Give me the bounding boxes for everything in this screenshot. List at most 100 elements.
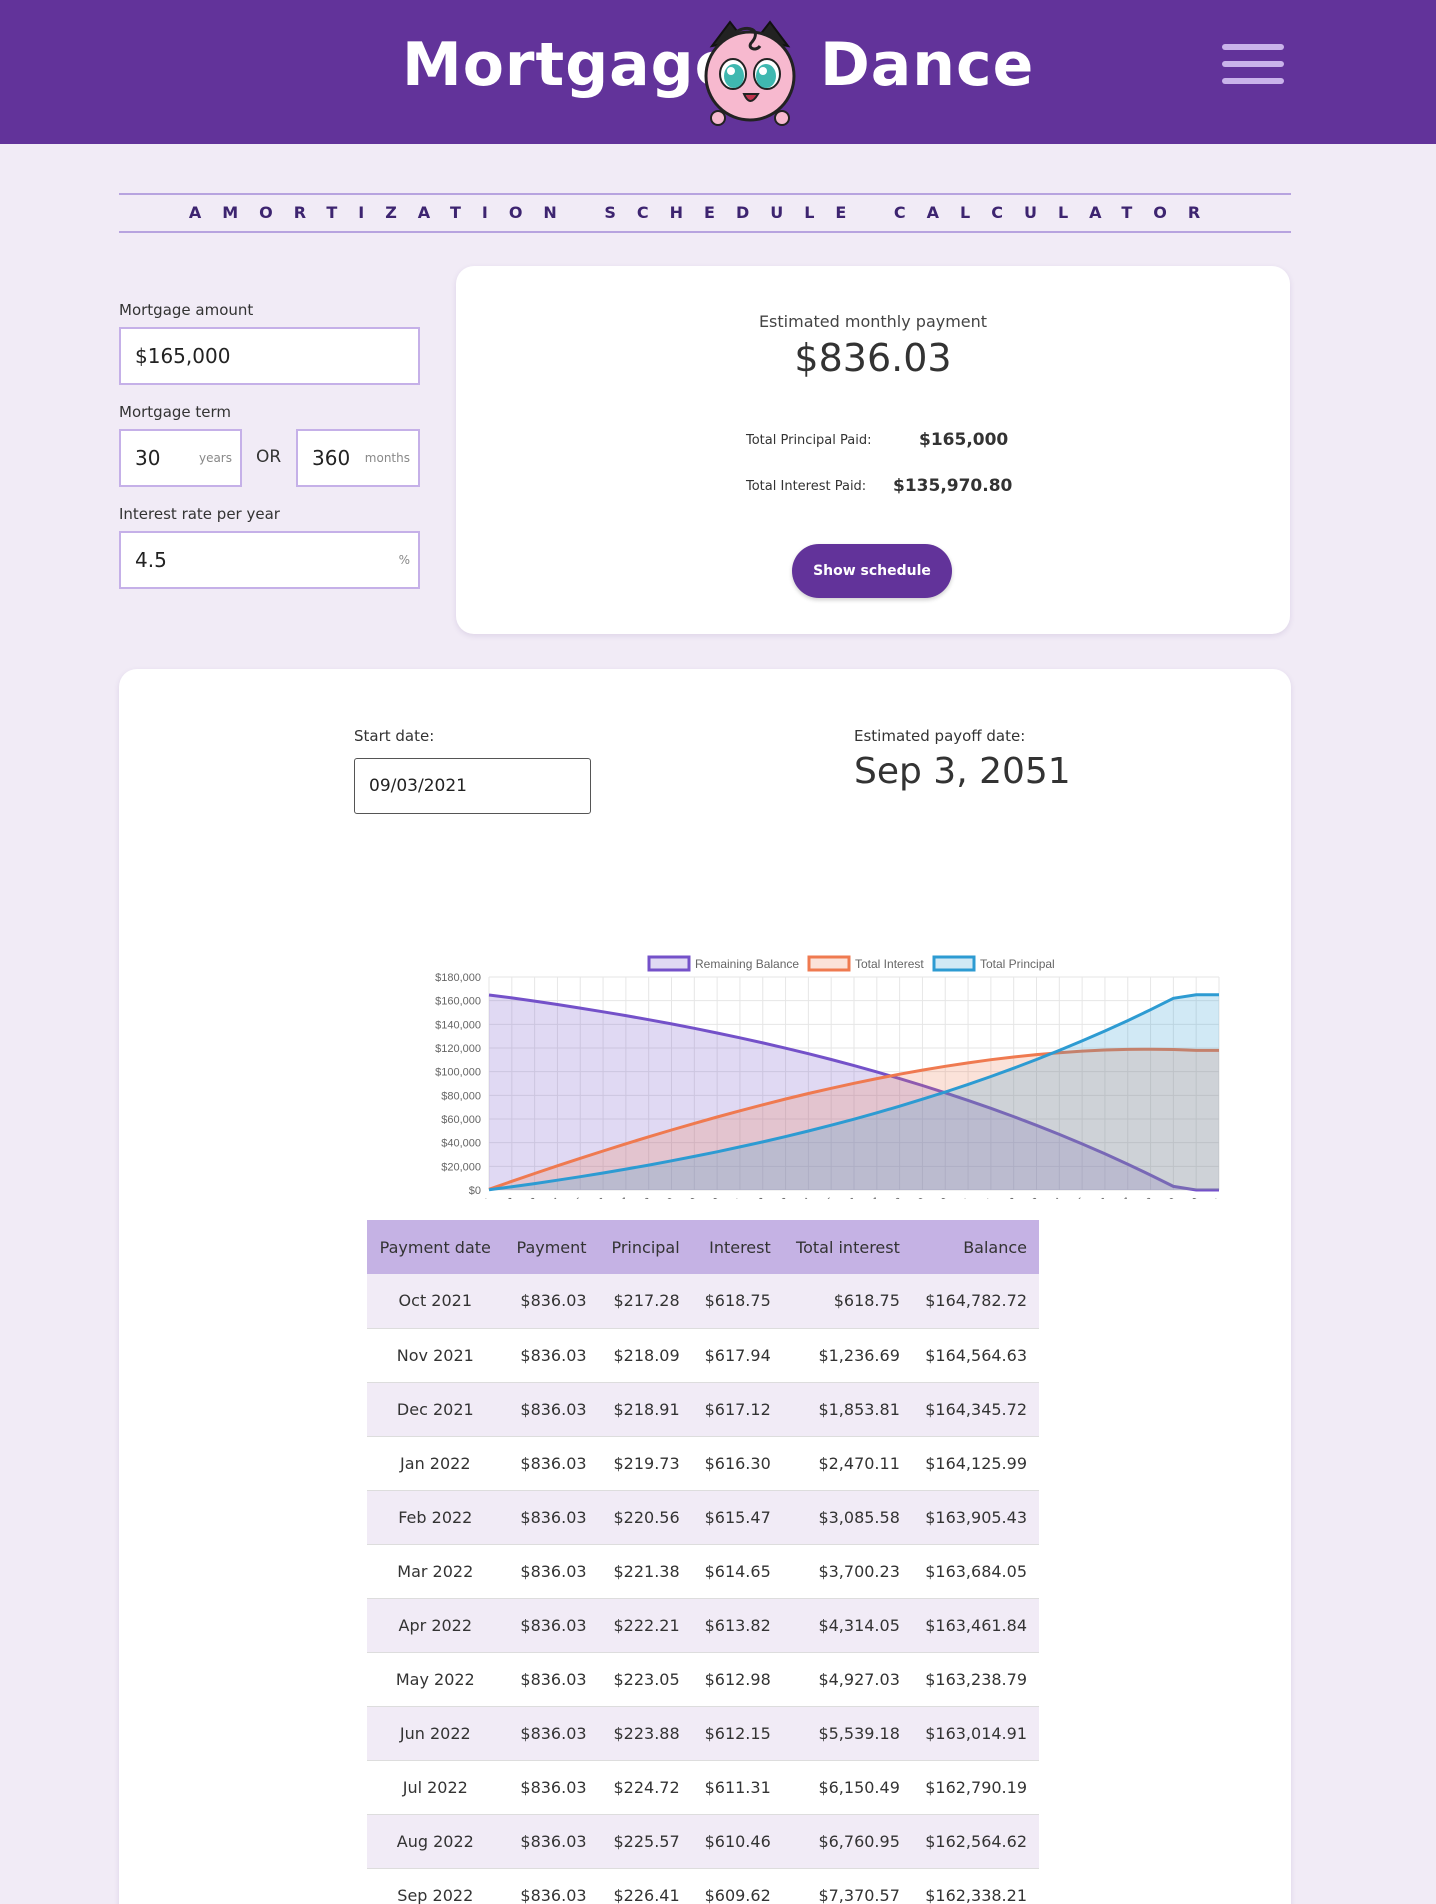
mortgage-amount-input[interactable]: $165,000 bbox=[119, 327, 420, 385]
cell-payment: $836.03 bbox=[520, 1669, 587, 1689]
show-schedule-button[interactable]: Show schedule bbox=[792, 544, 952, 598]
cell-interest: $617.94 bbox=[704, 1345, 771, 1365]
cell-principal: $218.09 bbox=[613, 1345, 680, 1365]
y-tick-label: $60,000 bbox=[441, 1114, 481, 1126]
cell-principal: $219.73 bbox=[613, 1453, 680, 1473]
cell-principal: $221.38 bbox=[613, 1561, 680, 1581]
cell-payment-date: Sep 2022 bbox=[397, 1885, 474, 1904]
cell-balance: $163,684.05 bbox=[925, 1561, 1027, 1581]
cell-principal: $222.21 bbox=[613, 1615, 680, 1635]
cell-payment-date: Oct 2021 bbox=[398, 1291, 473, 1311]
cell-balance: $163,461.84 bbox=[925, 1615, 1027, 1635]
x-tick-label: May 2037 bbox=[840, 1196, 883, 1199]
total-principal-area bbox=[489, 994, 1219, 1190]
cell-balance: $163,905.43 bbox=[925, 1507, 1027, 1527]
cell-payment: $836.03 bbox=[520, 1453, 587, 1473]
cell-balance: $164,125.99 bbox=[925, 1453, 1027, 1473]
brand-title-right[interactable]: Dance bbox=[820, 30, 1035, 100]
cell-principal: $226.41 bbox=[613, 1885, 680, 1904]
cell-payment: $836.03 bbox=[520, 1345, 587, 1365]
legend-swatch-remaining-balance bbox=[647, 955, 691, 972]
x-tick-label: May 2048 bbox=[1114, 1196, 1157, 1199]
payoff-date-label: Estimated payoff date: bbox=[854, 727, 1026, 745]
cell-balance: $162,790.19 bbox=[925, 1777, 1027, 1797]
legend-label-total-principal: Total Principal bbox=[980, 957, 1055, 971]
interest-rate-label: Interest rate per year bbox=[119, 505, 280, 523]
payoff-date-value: Sep 3, 2051 bbox=[854, 751, 1071, 792]
start-date-input[interactable] bbox=[354, 758, 591, 814]
amortization-table: Payment date Payment Principal Interest … bbox=[367, 1220, 1039, 1904]
y-tick-label: $180,000 bbox=[435, 972, 481, 984]
total-principal-line bbox=[488, 993, 1219, 1192]
mortgage-amount-value: $165,000 bbox=[135, 344, 231, 368]
cell-principal: $217.28 bbox=[613, 1291, 680, 1311]
brand-title-left[interactable]: Mortgage bbox=[402, 30, 737, 100]
y-tick-label: $120,000 bbox=[435, 1043, 481, 1055]
cell-balance: $163,238.79 bbox=[925, 1669, 1027, 1689]
cell-payment-date: Mar 2022 bbox=[397, 1561, 474, 1581]
years-unit: years bbox=[198, 451, 232, 465]
cell-principal: $223.05 bbox=[613, 1669, 680, 1689]
cell-payment-date: Feb 2022 bbox=[398, 1507, 473, 1527]
cell-payment: $836.03 bbox=[520, 1831, 587, 1851]
table-row: Apr 2022 $836.03 $222.21 $613.82 $4,314.05 $1… bbox=[367, 1598, 1039, 1652]
site-header: Mortgage Dance bbox=[0, 0, 1436, 144]
cell-principal: $224.72 bbox=[613, 1777, 680, 1797]
table-row: Oct 2021 $836.03 $217.28 $618.75 $618.75 $164… bbox=[367, 1274, 1039, 1328]
col-header-interest: Interest bbox=[709, 1237, 771, 1257]
cell-payment-date: Nov 2021 bbox=[396, 1345, 474, 1365]
cell-interest: $613.82 bbox=[704, 1615, 771, 1635]
cell-balance: $163,014.91 bbox=[925, 1723, 1027, 1743]
total-interest-line bbox=[488, 1047, 1219, 1191]
cell-interest: $614.65 bbox=[704, 1561, 771, 1581]
cell-interest: $611.31 bbox=[704, 1777, 771, 1797]
y-tick-label: $40,000 bbox=[441, 1138, 481, 1150]
y-tick-label: $100,000 bbox=[435, 1067, 481, 1079]
legend-swatch-total-interest bbox=[807, 955, 851, 972]
cell-interest: $610.46 bbox=[704, 1831, 771, 1851]
col-header-balance: Balance bbox=[963, 1237, 1027, 1257]
cell-payment: $836.03 bbox=[520, 1291, 587, 1311]
cell-total-interest: $1,853.81 bbox=[818, 1399, 900, 1419]
table-row: Jun 2022 $836.03 $223.88 $612.15 $5,539.18 $1… bbox=[367, 1706, 1039, 1760]
cell-total-interest: $5,539.18 bbox=[818, 1723, 900, 1743]
cell-payment: $836.03 bbox=[520, 1885, 587, 1904]
jigglypuff-mascot-icon bbox=[704, 20, 796, 126]
cell-payment-date: Apr 2022 bbox=[398, 1615, 473, 1635]
cell-total-interest: $2,470.11 bbox=[818, 1453, 900, 1473]
cell-interest: $612.15 bbox=[704, 1723, 771, 1743]
col-header-payment: Payment bbox=[516, 1237, 587, 1257]
mortgage-amount-label: Mortgage amount bbox=[119, 301, 254, 319]
hamburger-menu-icon[interactable] bbox=[1222, 44, 1284, 84]
total-principal-label: Total Principal Paid: bbox=[746, 433, 872, 448]
term-years-input[interactable]: 30 years bbox=[119, 429, 242, 487]
cell-payment-date: May 2022 bbox=[395, 1669, 475, 1689]
legend-label-total-interest: Total Interest bbox=[855, 957, 924, 971]
interest-rate-value: 4.5 bbox=[135, 548, 167, 572]
cell-total-interest: $3,700.23 bbox=[818, 1561, 900, 1581]
cell-balance: $162,564.62 bbox=[925, 1831, 1027, 1851]
col-header-payment-date: Payment date bbox=[379, 1237, 491, 1257]
cell-interest: $612.98 bbox=[704, 1669, 771, 1689]
table-row: Jul 2022 $836.03 $224.72 $611.31 $6,150.49 $1… bbox=[367, 1760, 1039, 1814]
mortgage-term-label: Mortgage term bbox=[119, 403, 232, 421]
estimated-payment-value: $836.03 bbox=[794, 336, 952, 380]
cell-total-interest: $6,150.49 bbox=[818, 1777, 900, 1797]
total-principal-value: $165,000 bbox=[919, 430, 1009, 450]
amortization-chart: $180,000 $160,000 $140,000 $120,000 $100,000… bbox=[435, 955, 1225, 1199]
cell-payment: $836.03 bbox=[520, 1399, 587, 1419]
interest-rate-input[interactable]: 4.5 % bbox=[119, 531, 420, 589]
cell-payment-date: Jan 2022 bbox=[400, 1453, 471, 1473]
cell-principal: $220.56 bbox=[613, 1507, 680, 1527]
legend-swatch-total-principal bbox=[932, 955, 976, 972]
cell-interest: $615.47 bbox=[704, 1507, 771, 1527]
term-months-input[interactable]: 360 months bbox=[296, 429, 420, 487]
cell-total-interest: $4,314.05 bbox=[818, 1615, 900, 1635]
cell-balance: $162,338.21 bbox=[925, 1885, 1027, 1904]
term-months-value: 360 bbox=[312, 446, 351, 470]
start-date-label: Start date: bbox=[354, 727, 435, 745]
percent-unit: % bbox=[398, 553, 410, 567]
cell-payment-date: Dec 2021 bbox=[396, 1399, 474, 1419]
cell-balance: $164,345.72 bbox=[925, 1399, 1027, 1419]
cell-interest: $609.62 bbox=[704, 1885, 771, 1904]
